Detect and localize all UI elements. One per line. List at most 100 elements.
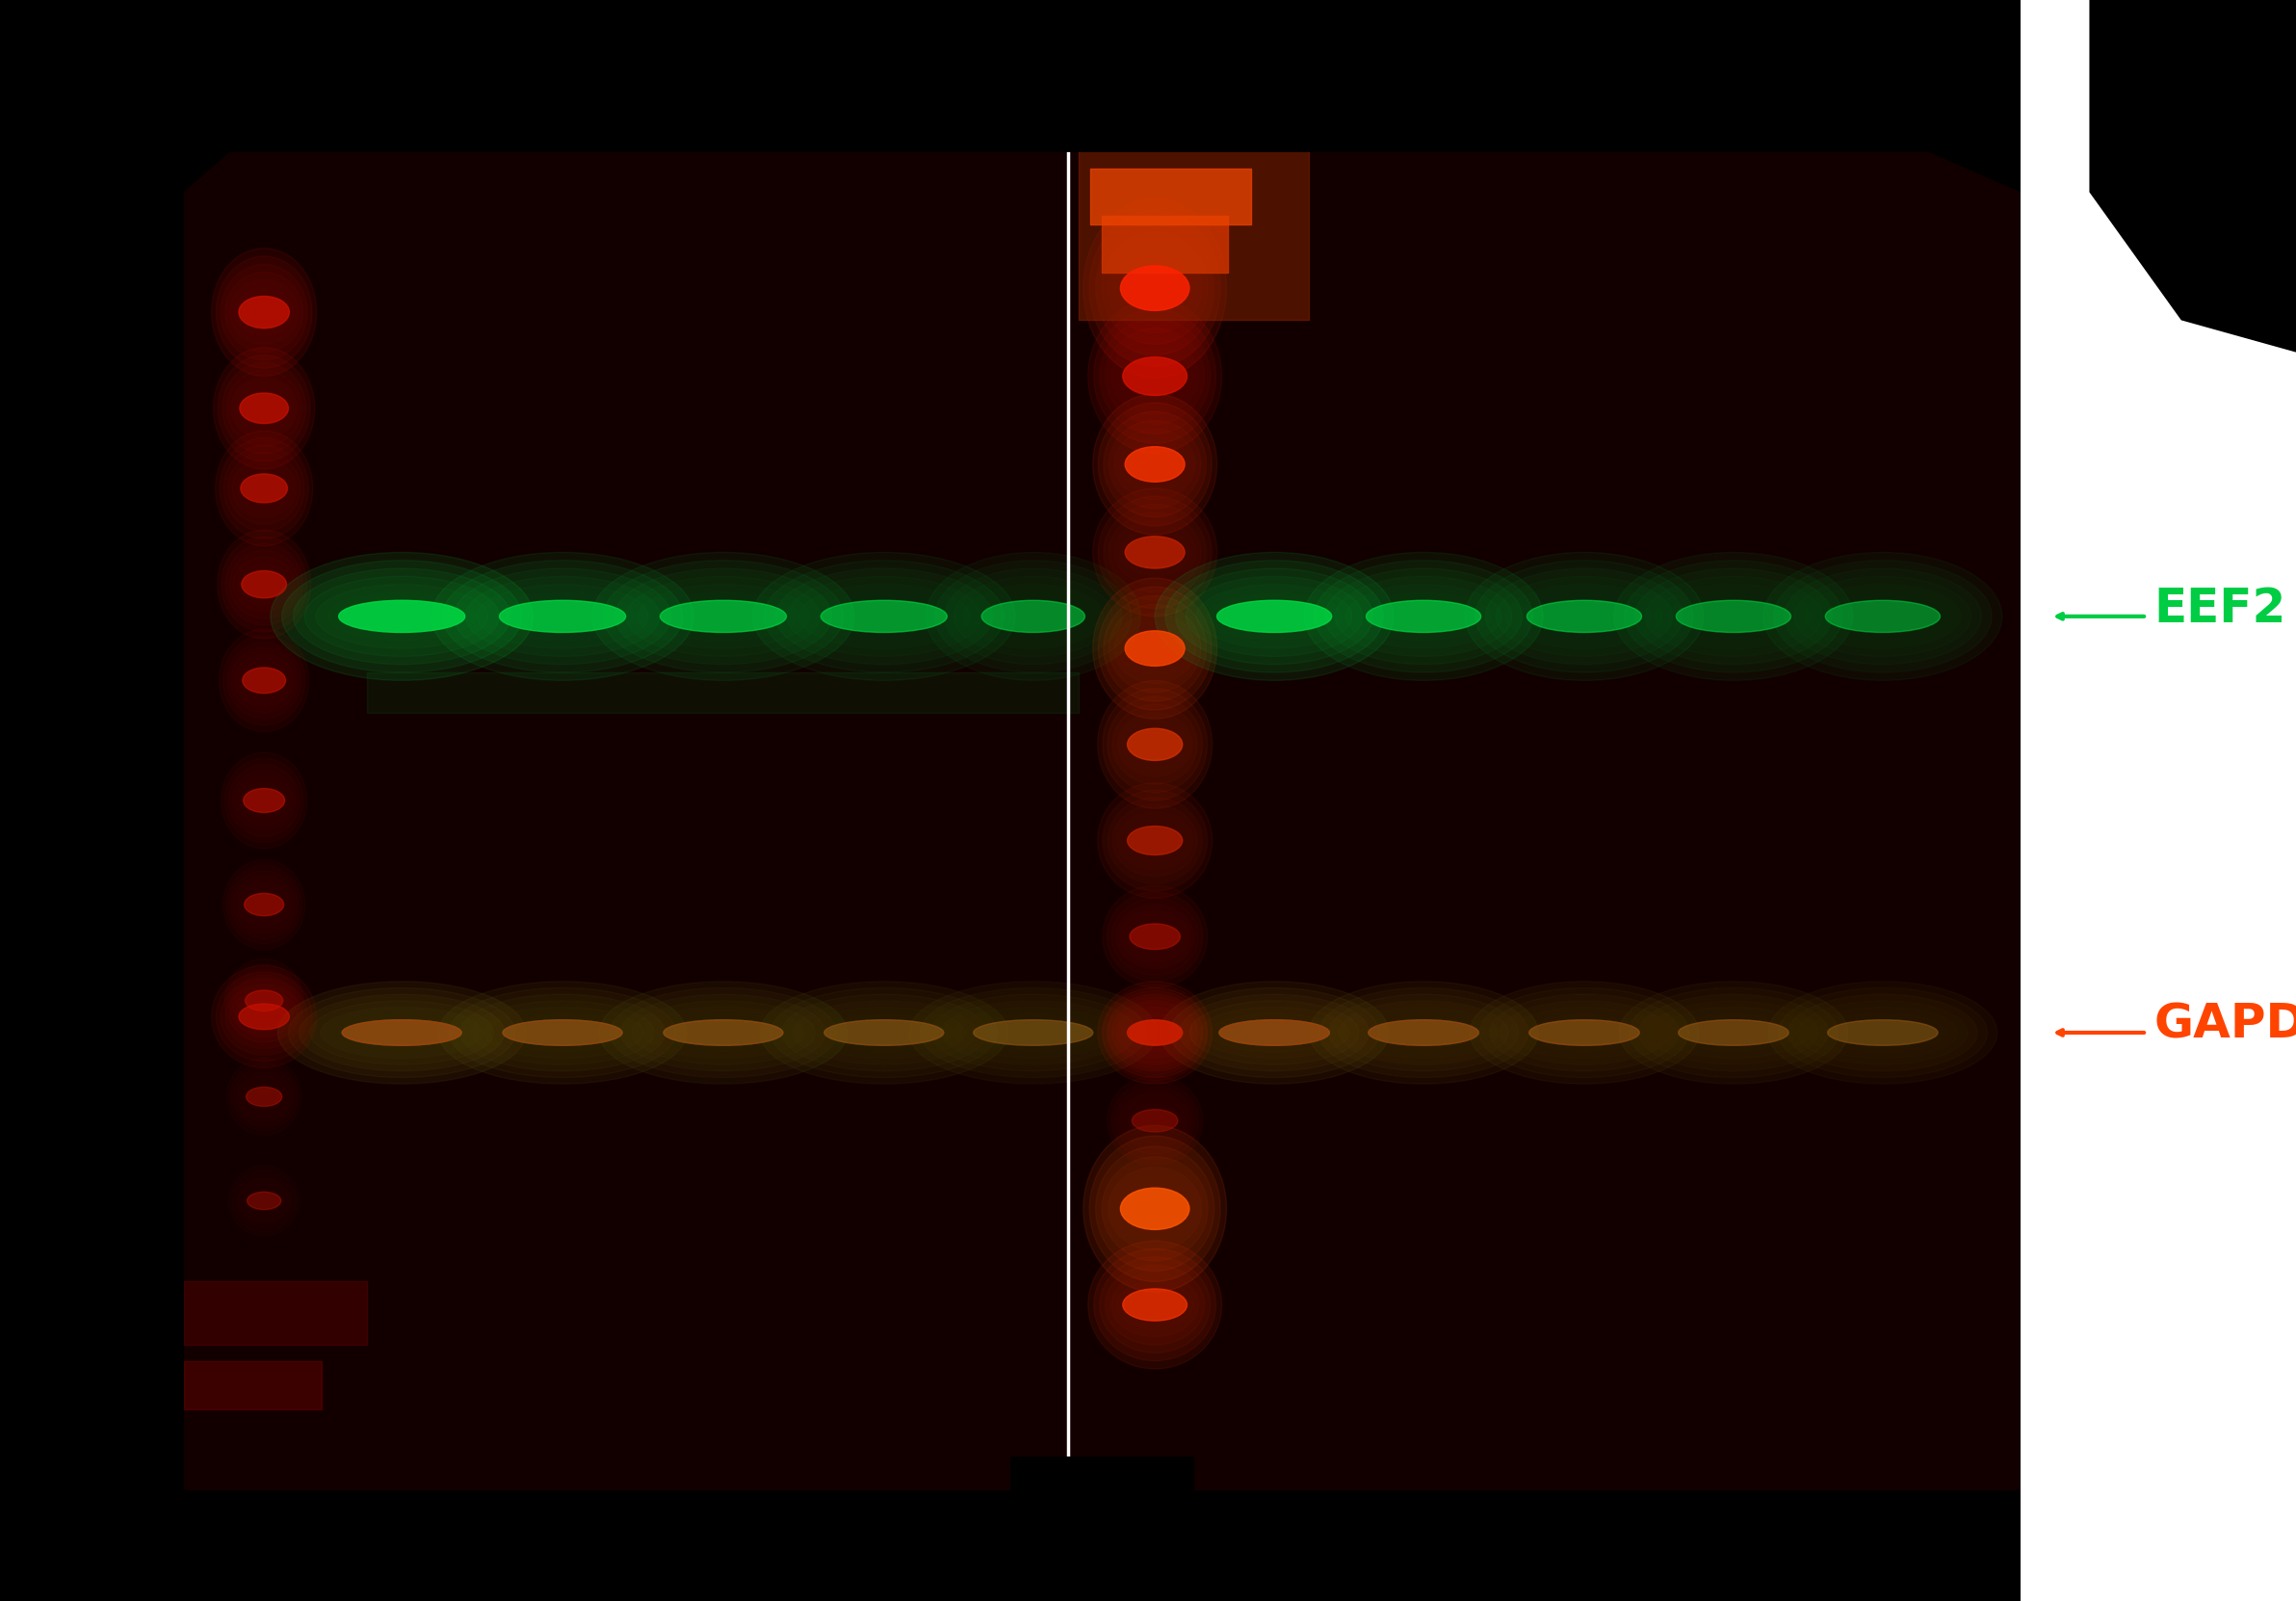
Ellipse shape bbox=[1102, 1156, 1208, 1262]
Ellipse shape bbox=[503, 1020, 622, 1045]
Ellipse shape bbox=[1093, 309, 1217, 443]
Ellipse shape bbox=[1529, 1020, 1639, 1045]
Ellipse shape bbox=[216, 256, 312, 368]
Ellipse shape bbox=[822, 600, 948, 632]
Ellipse shape bbox=[599, 981, 847, 1084]
Ellipse shape bbox=[1107, 1076, 1203, 1166]
Ellipse shape bbox=[214, 347, 315, 469]
Ellipse shape bbox=[218, 530, 310, 639]
Ellipse shape bbox=[1093, 578, 1217, 719]
Ellipse shape bbox=[1159, 981, 1389, 1084]
Ellipse shape bbox=[1176, 568, 1373, 664]
Ellipse shape bbox=[1123, 1289, 1187, 1321]
Ellipse shape bbox=[220, 978, 308, 1055]
Ellipse shape bbox=[239, 392, 289, 423]
Ellipse shape bbox=[1155, 552, 1394, 680]
Polygon shape bbox=[0, 0, 2296, 192]
Ellipse shape bbox=[211, 248, 317, 376]
Ellipse shape bbox=[824, 1020, 944, 1045]
Ellipse shape bbox=[1102, 688, 1208, 800]
Ellipse shape bbox=[432, 552, 693, 680]
Ellipse shape bbox=[1104, 411, 1205, 517]
Ellipse shape bbox=[1107, 892, 1203, 981]
Ellipse shape bbox=[1097, 588, 1212, 711]
Polygon shape bbox=[2089, 0, 2296, 352]
Ellipse shape bbox=[974, 1020, 1093, 1045]
Ellipse shape bbox=[338, 600, 464, 632]
Ellipse shape bbox=[1217, 600, 1332, 632]
Ellipse shape bbox=[503, 1020, 622, 1045]
Ellipse shape bbox=[220, 752, 308, 849]
Ellipse shape bbox=[1219, 1020, 1329, 1045]
Ellipse shape bbox=[305, 576, 498, 656]
Ellipse shape bbox=[1095, 221, 1215, 355]
Ellipse shape bbox=[1104, 504, 1205, 600]
Ellipse shape bbox=[220, 264, 308, 360]
Ellipse shape bbox=[1132, 1109, 1178, 1132]
Ellipse shape bbox=[246, 1087, 282, 1106]
Ellipse shape bbox=[1529, 1020, 1639, 1045]
Ellipse shape bbox=[661, 600, 785, 632]
Ellipse shape bbox=[294, 568, 510, 664]
Ellipse shape bbox=[1527, 600, 1642, 632]
Polygon shape bbox=[0, 0, 390, 160]
Ellipse shape bbox=[243, 893, 285, 916]
Ellipse shape bbox=[1084, 1126, 1226, 1292]
Ellipse shape bbox=[241, 474, 287, 503]
Ellipse shape bbox=[1678, 1020, 1789, 1045]
Ellipse shape bbox=[216, 431, 312, 546]
Ellipse shape bbox=[216, 972, 312, 1061]
Ellipse shape bbox=[1084, 199, 1226, 378]
Ellipse shape bbox=[1097, 981, 1212, 1084]
Ellipse shape bbox=[1097, 783, 1212, 898]
Ellipse shape bbox=[1097, 402, 1212, 525]
Ellipse shape bbox=[241, 570, 287, 597]
Ellipse shape bbox=[1104, 596, 1205, 701]
Text: EEF2: EEF2 bbox=[2154, 586, 2287, 631]
Ellipse shape bbox=[1304, 552, 1543, 680]
Bar bbox=[1056, 112, 2020, 1489]
Ellipse shape bbox=[1125, 447, 1185, 482]
Ellipse shape bbox=[1614, 552, 1853, 680]
Ellipse shape bbox=[218, 629, 310, 732]
Ellipse shape bbox=[1368, 1020, 1479, 1045]
Ellipse shape bbox=[1125, 536, 1185, 568]
Ellipse shape bbox=[592, 552, 854, 680]
Ellipse shape bbox=[1159, 981, 1389, 1084]
Ellipse shape bbox=[439, 981, 687, 1084]
Ellipse shape bbox=[223, 445, 305, 532]
Ellipse shape bbox=[1127, 1020, 1182, 1045]
Ellipse shape bbox=[278, 981, 526, 1084]
Ellipse shape bbox=[248, 1191, 280, 1210]
Ellipse shape bbox=[211, 965, 317, 1068]
Ellipse shape bbox=[753, 552, 1015, 680]
Ellipse shape bbox=[1102, 985, 1208, 1081]
Ellipse shape bbox=[289, 988, 514, 1077]
Ellipse shape bbox=[243, 788, 285, 813]
Ellipse shape bbox=[1120, 266, 1189, 311]
Ellipse shape bbox=[223, 636, 305, 725]
Ellipse shape bbox=[1219, 1020, 1329, 1045]
Ellipse shape bbox=[239, 1004, 289, 1029]
Ellipse shape bbox=[983, 600, 1086, 632]
Ellipse shape bbox=[1102, 791, 1208, 890]
Ellipse shape bbox=[246, 989, 282, 1012]
Ellipse shape bbox=[1093, 1249, 1217, 1361]
Ellipse shape bbox=[1107, 994, 1203, 1071]
Ellipse shape bbox=[1127, 826, 1182, 855]
Polygon shape bbox=[0, 0, 184, 1601]
Ellipse shape bbox=[1097, 680, 1212, 809]
Ellipse shape bbox=[1102, 885, 1208, 988]
Ellipse shape bbox=[271, 552, 533, 680]
Text: GAPDH: GAPDH bbox=[2154, 1002, 2296, 1047]
Ellipse shape bbox=[1088, 299, 1221, 453]
Ellipse shape bbox=[604, 560, 843, 672]
Ellipse shape bbox=[455, 568, 670, 664]
Ellipse shape bbox=[220, 437, 308, 538]
Ellipse shape bbox=[220, 536, 308, 632]
Ellipse shape bbox=[1102, 988, 1208, 1077]
Ellipse shape bbox=[278, 981, 526, 1084]
Ellipse shape bbox=[1107, 797, 1203, 884]
Ellipse shape bbox=[1125, 631, 1185, 666]
Ellipse shape bbox=[243, 668, 285, 693]
